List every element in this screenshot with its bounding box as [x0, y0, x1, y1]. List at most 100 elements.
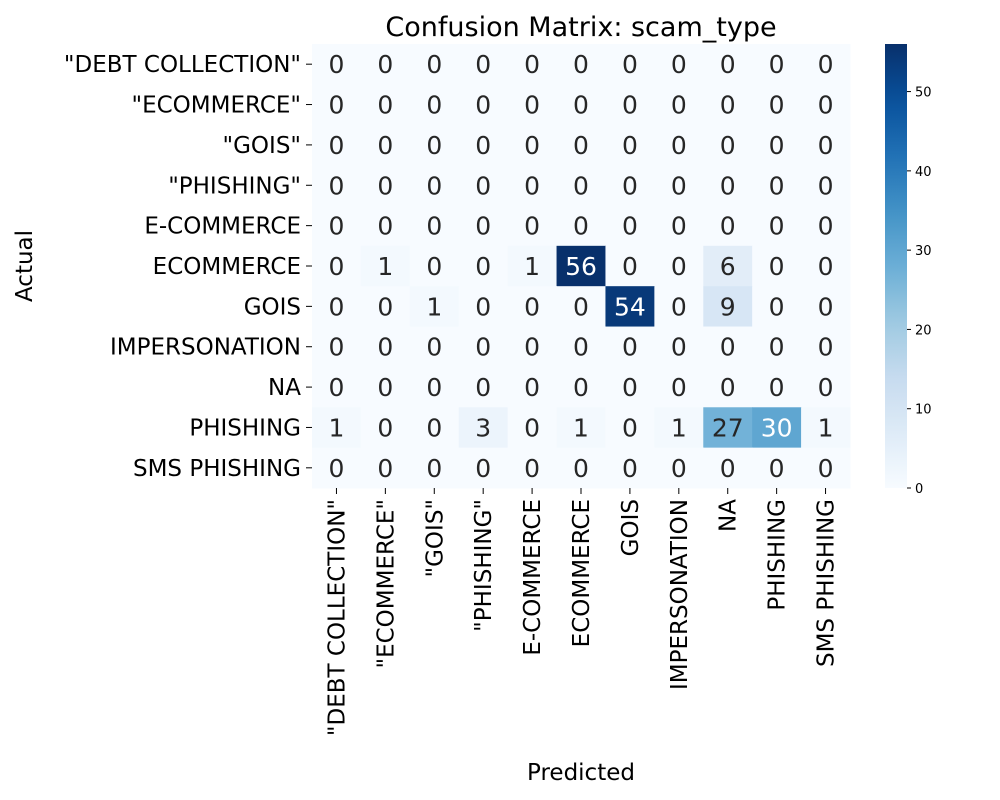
heatmap-cell — [409, 205, 460, 247]
cell-value-label: 0 — [377, 131, 393, 160]
heatmap-cell — [409, 286, 460, 328]
heatmap-cell — [654, 205, 704, 247]
heatmap-cell — [409, 407, 460, 449]
cell-value-label: 0 — [622, 454, 638, 483]
heatmap-cell — [605, 407, 655, 449]
chart-title: Confusion Matrix: scam_type — [385, 12, 776, 43]
cell-value-label: 0 — [622, 171, 638, 200]
cell-value-label: 0 — [769, 292, 785, 321]
cell-value-label: 0 — [818, 333, 834, 362]
cell-value-label: 54 — [614, 292, 646, 321]
heatmap-cell — [458, 286, 509, 328]
heatmap-cell — [409, 326, 460, 368]
cell-value-label: 1 — [573, 413, 589, 442]
heatmap-cell — [605, 366, 655, 408]
heatmap-cell — [605, 124, 655, 166]
heatmap-cell — [556, 165, 606, 206]
heatmap-cell — [312, 407, 362, 449]
heatmap-cell — [556, 366, 606, 408]
cell-value-label: 0 — [573, 171, 589, 200]
heatmap-cell — [312, 124, 362, 166]
colorbar-tick-label: 10 — [915, 403, 932, 418]
cell-value-label: 0 — [524, 373, 540, 402]
cell-value-label: 0 — [720, 91, 736, 120]
cell-value-label: 0 — [769, 50, 785, 79]
cell-value-label: 0 — [426, 413, 442, 442]
cell-value-label: 0 — [769, 131, 785, 160]
cell-value-label: 0 — [818, 131, 834, 160]
cell-value-label: 0 — [720, 212, 736, 241]
heatmap-cell — [801, 245, 851, 287]
cell-value-label: 0 — [622, 131, 638, 160]
heatmap-cell — [605, 245, 655, 287]
cell-value-label: 0 — [426, 373, 442, 402]
heatmap-cell — [703, 205, 753, 247]
heatmap-cell — [458, 84, 509, 126]
cell-value-label: 0 — [769, 333, 785, 362]
cell-value-label: 0 — [329, 454, 345, 483]
heatmap-cell — [605, 44, 655, 85]
heatmap-cell — [409, 366, 460, 408]
heatmap-cell — [556, 205, 606, 247]
heatmap-cell — [409, 245, 460, 287]
cell-value-label: 0 — [524, 333, 540, 362]
cell-value-label: 0 — [769, 454, 785, 483]
heatmap-cell — [605, 205, 655, 247]
cell-value-label: 27 — [712, 413, 744, 442]
heatmap-cell — [654, 84, 704, 126]
cell-value-label: 0 — [524, 413, 540, 442]
heatmap-cell — [801, 84, 851, 126]
heatmap-cell — [703, 447, 753, 489]
y-tick-label: "ECOMMERCE" — [131, 93, 301, 119]
heatmap-cell — [507, 84, 558, 126]
heatmap-cell — [654, 366, 704, 408]
heatmap-cell — [752, 84, 802, 126]
cell-value-label: 0 — [426, 50, 442, 79]
heatmap-cell — [801, 366, 851, 408]
heatmap-cell — [409, 84, 460, 126]
heatmap-cell — [458, 124, 509, 166]
heatmap-cell — [507, 245, 558, 287]
heatmap-cell — [752, 124, 802, 166]
cell-value-label: 0 — [573, 91, 589, 120]
heatmap-cell — [507, 447, 558, 489]
cell-value-label: 0 — [818, 171, 834, 200]
cell-value-label: 0 — [769, 373, 785, 402]
cell-value-label: 0 — [818, 454, 834, 483]
cell-value-label: 56 — [565, 252, 597, 281]
heatmap-cell — [752, 447, 802, 489]
heatmap-cell — [312, 447, 362, 489]
y-tick-label: NA — [268, 375, 301, 401]
colorbar-tick-label: 40 — [915, 165, 932, 180]
heatmap-cell — [605, 326, 655, 368]
heatmap-cell — [703, 44, 753, 85]
cell-value-label: 0 — [671, 454, 687, 483]
cell-value-label: 0 — [426, 454, 442, 483]
y-tick-label: "PHISHING" — [168, 173, 301, 199]
heatmap-cell — [703, 326, 753, 368]
x-tick-label: "DEBT COLLECTION" — [324, 499, 350, 736]
cell-value-label: 0 — [622, 373, 638, 402]
heatmap-cell — [752, 165, 802, 206]
heatmap-cell — [654, 286, 704, 328]
heatmap-cell — [654, 407, 704, 449]
cell-value-label: 0 — [671, 333, 687, 362]
heatmap-cell — [752, 205, 802, 247]
cell-value-label: 0 — [671, 252, 687, 281]
y-tick-label: SMS PHISHING — [133, 456, 301, 482]
y-tick-label: "DEBT COLLECTION" — [64, 52, 301, 78]
cell-value-label: 30 — [761, 413, 793, 442]
cell-value-label: 0 — [769, 212, 785, 241]
cell-value-label: 0 — [329, 91, 345, 120]
cell-value-label: 0 — [769, 171, 785, 200]
cell-value-label: 0 — [475, 91, 491, 120]
heatmap-cell — [703, 165, 753, 206]
heatmap-cell — [360, 124, 411, 166]
y-axis-ticks: "DEBT COLLECTION" "ECOMMERCE" "GOIS" "PHISH… — [64, 52, 312, 482]
heatmap-cell — [703, 124, 753, 166]
cell-value-label: 0 — [426, 171, 442, 200]
heatmap-cell — [654, 326, 704, 368]
cell-value-label: 1 — [377, 252, 393, 281]
cell-value-label: 0 — [377, 50, 393, 79]
